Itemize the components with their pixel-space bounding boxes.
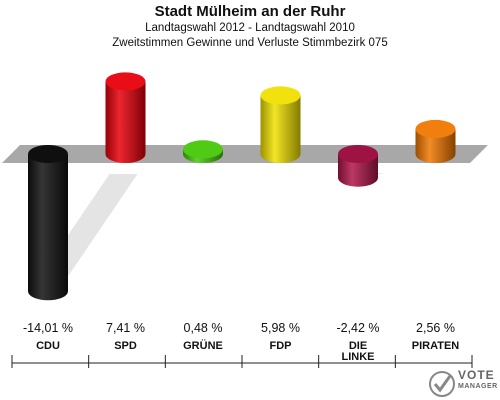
vote-manager-logo: VOTE MANAGER [428, 368, 500, 398]
category-label-die-linke-line2: LINKE [342, 351, 375, 363]
bar-cap-cdu [28, 145, 68, 163]
bar-body-piraten [415, 128, 456, 163]
bar-body-spd [105, 81, 146, 163]
bar-shadows [34, 171, 386, 286]
chart-subtitle: Landtagswahl 2012 - Landtagswahl 2010 [145, 22, 355, 34]
value-label-grüne: 0,48 % [184, 321, 223, 335]
bar-grüne [183, 140, 223, 163]
checkmark-icon [429, 371, 455, 397]
value-label-spd: 7,41 % [106, 321, 145, 335]
value-label-cdu: -14,01 % [23, 321, 73, 335]
bar-cdu [28, 145, 68, 301]
bar-die-linke [338, 145, 378, 187]
bar-body-cdu [28, 154, 68, 301]
value-labels: -14,01 % 7,41 % 0,48 % 5,98 % -2,42 % 2,56 % [23, 321, 455, 335]
bar-body-die-linke [338, 154, 378, 187]
value-label-die-linke: -2,42 % [336, 321, 379, 335]
bar-cap-spd [105, 72, 146, 91]
logo-text-manager: MANAGER [458, 383, 498, 390]
bar-cap-fdp [260, 86, 301, 105]
baseline-plane [2, 145, 488, 163]
logo-text-vote: VOTE [458, 368, 495, 382]
bars [28, 72, 456, 301]
bar-cap-grüne [183, 140, 223, 159]
chart-subtitle-2: Zweitstimmen Gewinne und Verluste Stimmb… [112, 37, 388, 49]
chart-title: Stadt Mülheim an der Ruhr [154, 3, 346, 20]
category-label-piraten: PIRATEN [412, 340, 460, 352]
bar-cap-piraten [415, 119, 456, 138]
category-label-cdu: CDU [36, 340, 60, 352]
category-label-fdp: FDP [270, 340, 292, 352]
value-label-fdp: 5,98 % [261, 321, 300, 335]
bar-fdp [260, 86, 301, 163]
bar-piraten [415, 119, 456, 163]
bar-cap-die-linke [338, 145, 378, 163]
bar-body-fdp [260, 95, 301, 163]
bar-spd [105, 72, 146, 163]
category-label-die-linke-line1: DIE [349, 340, 367, 352]
category-label-spd: SPD [114, 340, 137, 352]
category-label-grüne: GRÜNE [183, 339, 223, 352]
value-label-piraten: 2,56 % [416, 321, 455, 335]
